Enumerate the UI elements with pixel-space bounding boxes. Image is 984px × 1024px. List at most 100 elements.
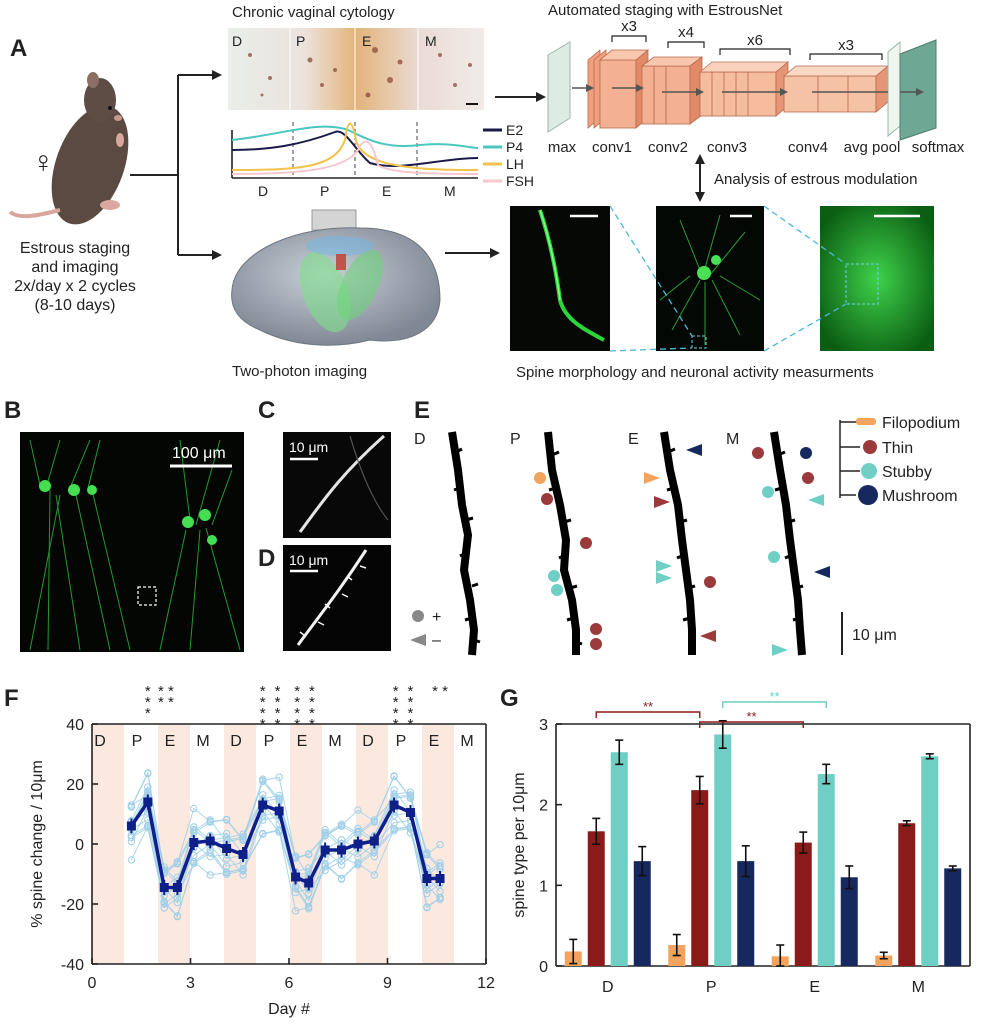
- mean-point: [274, 806, 284, 816]
- significance-bracket: [595, 711, 701, 718]
- mean-point: [205, 836, 215, 846]
- brain-illustration: [231, 209, 441, 346]
- mean-point: [172, 883, 182, 892]
- panel-c-image: [283, 432, 391, 538]
- individual-point: [173, 860, 182, 868]
- individual-point: [423, 903, 431, 911]
- individual-point: [190, 859, 198, 868]
- individual-point: [354, 853, 362, 861]
- two-photon-label: Two-photon imaging: [232, 363, 367, 380]
- hormone-curve-e2: [231, 130, 479, 167]
- mean-line: [129, 797, 441, 890]
- y-tick-label: 0: [75, 837, 84, 854]
- y-axis-label: % spine change / 10μm: [29, 760, 46, 928]
- individual-point: [390, 772, 398, 781]
- significance-star: *: [275, 716, 281, 733]
- y-axis-label: spine type per 10μm: [511, 772, 528, 917]
- bar: [714, 734, 732, 966]
- net-layer-label: conv4: [788, 139, 828, 156]
- stage-label: P: [396, 733, 407, 750]
- hormone-axis-stage: M: [444, 183, 456, 199]
- individual-point: [259, 816, 267, 824]
- panel-label-c: C: [258, 397, 275, 424]
- bar: [794, 842, 812, 966]
- individual-point: [337, 857, 346, 865]
- significance-star: *: [408, 694, 414, 711]
- individual-point: [436, 887, 444, 896]
- individual-point: [206, 871, 214, 879]
- bar: [633, 861, 651, 966]
- significance-star: *: [309, 716, 315, 733]
- category-label: M: [912, 979, 925, 996]
- individual-point: [370, 871, 379, 879]
- dendrite-trace-p: [544, 431, 580, 655]
- individual-point: [390, 786, 398, 794]
- dendrite-spines: [453, 447, 804, 646]
- mouse-caption-line: 2x/day x 2 cycles: [14, 278, 136, 295]
- panel-label-b: B: [4, 397, 21, 424]
- individual-point: [206, 818, 214, 826]
- mean-point: [304, 878, 314, 888]
- mouse-caption-line: (8-10 days): [35, 297, 116, 314]
- panel-label-d: D: [258, 545, 275, 572]
- panel-e-stage-label: P: [510, 431, 521, 448]
- individual-point: [222, 829, 231, 838]
- hormone-legend-label: E2: [506, 122, 523, 138]
- spine-zoom-image: [510, 206, 610, 351]
- net-repeat-label: x3: [621, 18, 637, 35]
- significance-star: *: [309, 705, 315, 722]
- stage-label: D: [94, 733, 106, 750]
- individual-point: [259, 777, 267, 785]
- significance-star: *: [260, 683, 266, 700]
- net-layer-label: conv3: [707, 139, 747, 156]
- stage-band: [290, 724, 322, 964]
- y-tick-label: 2: [539, 798, 548, 815]
- significance-star: *: [408, 705, 414, 722]
- cytology-stage-label: D: [232, 33, 242, 49]
- hormone-curve-lh: [231, 122, 479, 171]
- y-tick-label: -40: [61, 957, 84, 974]
- individual-point: [275, 794, 283, 802]
- mean-point: [126, 821, 136, 831]
- individual-point: [406, 791, 415, 799]
- mean-point: [258, 800, 268, 810]
- x-tick-label: 6: [285, 975, 294, 992]
- net-repeat-label: x4: [678, 24, 694, 41]
- individual-point: [354, 827, 362, 835]
- mouse-illustration: [8, 72, 129, 225]
- stage-label: D: [230, 733, 242, 750]
- panel-label-a: A: [10, 35, 27, 62]
- significance-star: *: [393, 716, 399, 733]
- x-axis-label: Day #: [268, 1001, 310, 1018]
- mean-point: [337, 845, 347, 855]
- significance-star: *: [275, 705, 281, 722]
- spine-change-markers: [410, 444, 830, 656]
- modulation-label: Analysis of estrous modulation: [714, 171, 917, 188]
- individual-point: [337, 822, 346, 830]
- stage-label: P: [132, 733, 143, 750]
- hormone-legend-label: LH: [506, 156, 524, 172]
- cytology-image: [228, 28, 484, 110]
- individual-point: [173, 912, 182, 920]
- significance-star: * *: [158, 683, 174, 700]
- individual-point: [337, 874, 346, 883]
- x-tick-label: 0: [88, 975, 97, 992]
- significance-star: *: [145, 683, 151, 700]
- individual-point: [275, 773, 283, 781]
- mean-point: [405, 808, 415, 817]
- cytology-stage-label: M: [425, 33, 437, 49]
- individual-point: [423, 851, 431, 859]
- significance-star: *: [145, 705, 151, 722]
- cytology-stage-label: P: [296, 33, 305, 49]
- panel-e-stage-label: D: [414, 431, 426, 448]
- dendrite-trace-e: [660, 431, 696, 655]
- bar: [691, 790, 709, 966]
- net-layer-label: softmax: [912, 139, 965, 156]
- individual-point: [390, 827, 398, 835]
- panel-label-g: G: [500, 685, 519, 712]
- chart-g: 0 1 2 3 spine type per 10μm D P E M ** ** **: [511, 689, 971, 996]
- activity-zoom-image: [820, 206, 934, 351]
- hormone-legend-label: P4: [506, 139, 523, 155]
